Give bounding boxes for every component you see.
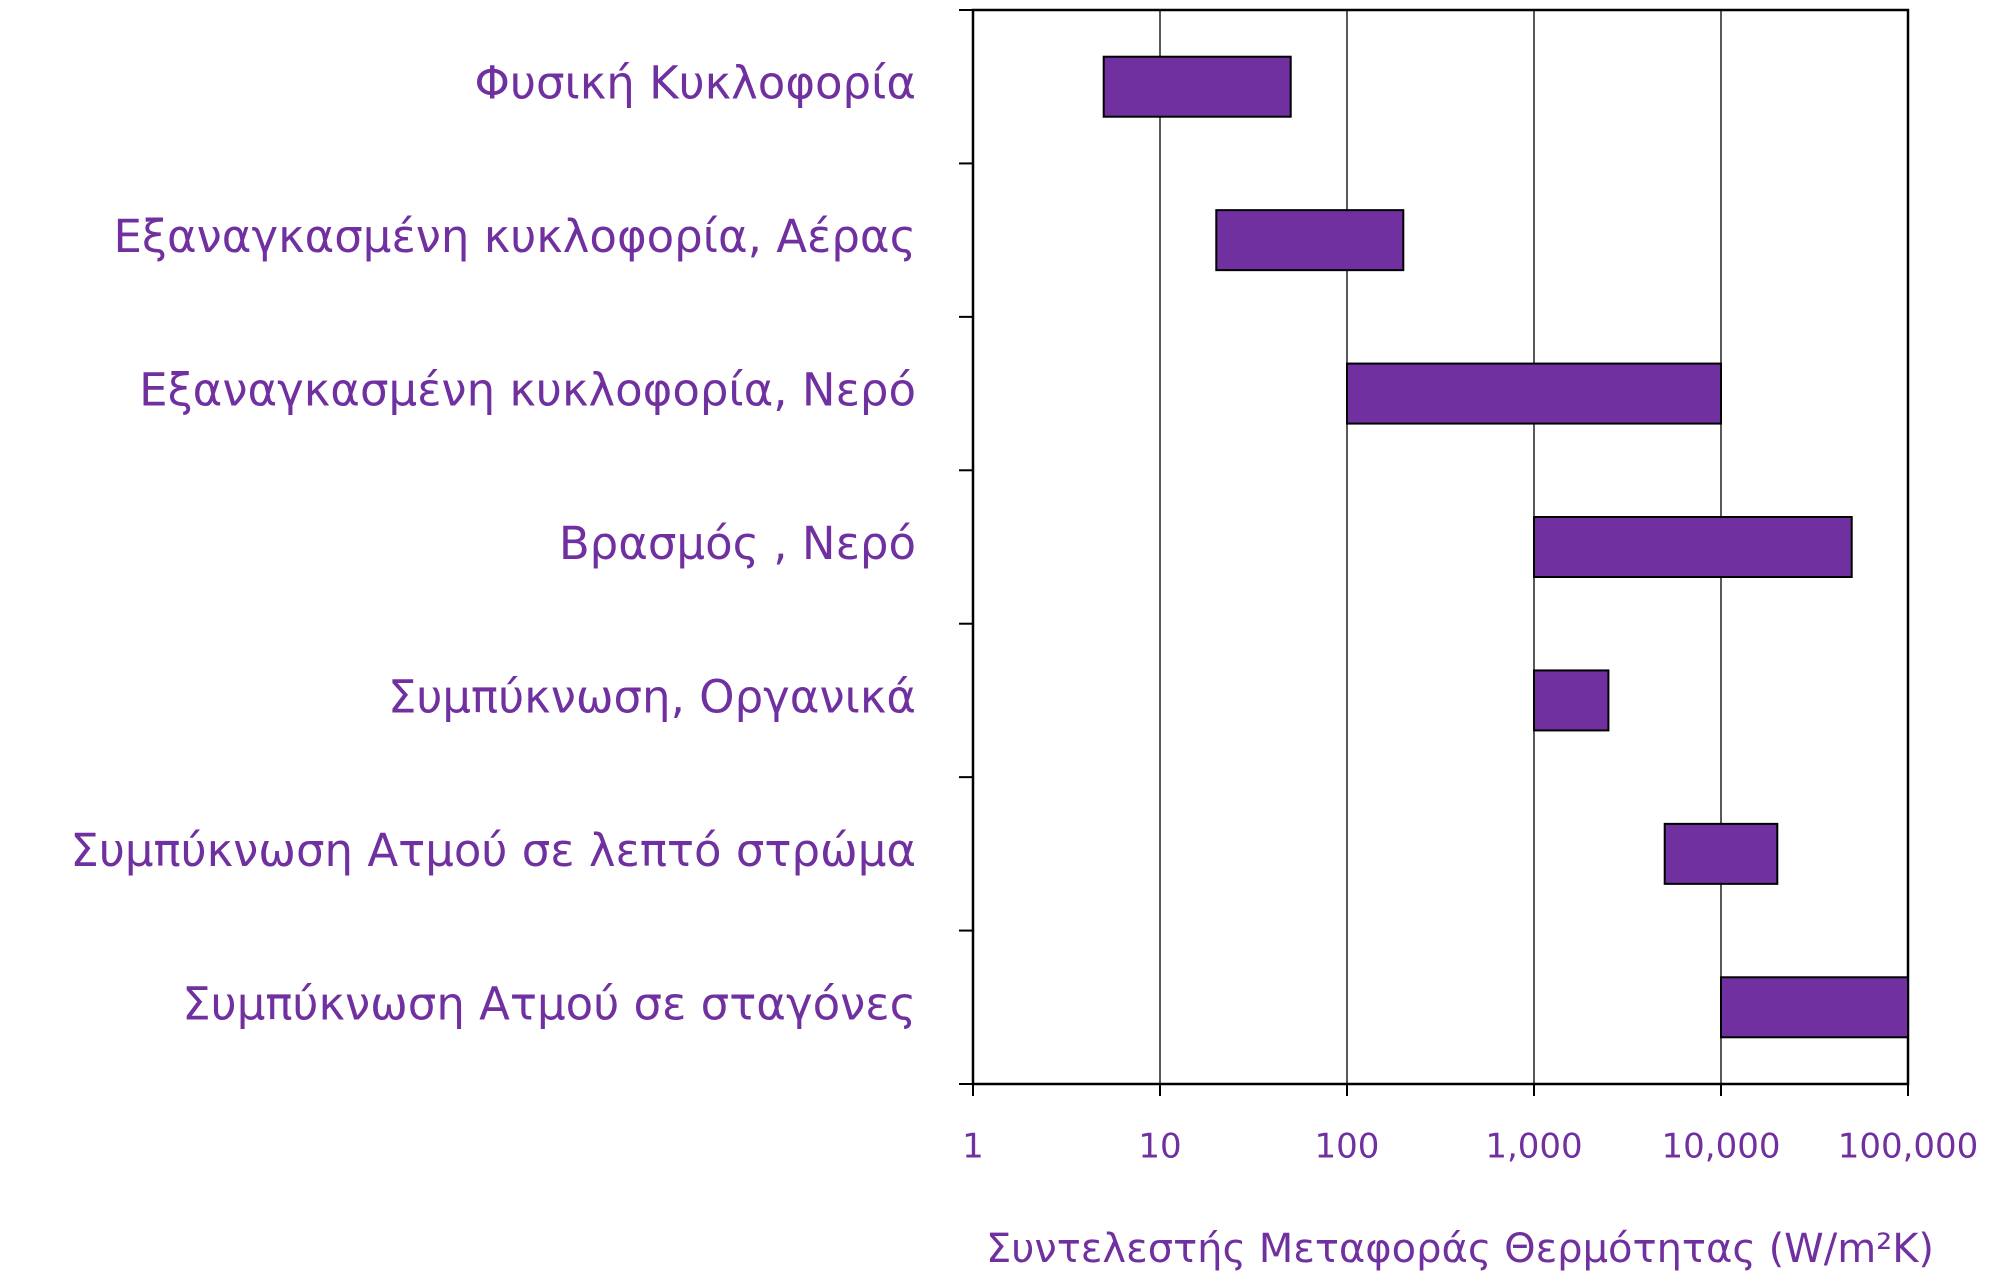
y-tick-label: Συμπύκνωση Ατμού σε σταγόνες: [182, 977, 916, 1030]
x-tick-label: 10: [1138, 1127, 1181, 1167]
bar: [1533, 669, 1610, 732]
bar: [1102, 55, 1292, 118]
x-tick-label: 10,000: [1662, 1127, 1781, 1167]
y-tick-label: Εξαναγκασμένη κυκλοφορία, Νερό: [139, 364, 916, 417]
bar: [1663, 822, 1779, 885]
y-tick-label: Φυσική Κυκλοφορία: [475, 57, 916, 110]
bar: [1533, 516, 1853, 578]
x-tick-label: 100,000: [1838, 1127, 1979, 1167]
x-axis-label: Συντελεστής Μεταφοράς Θερμότητας (W/m²K): [986, 1226, 1934, 1272]
x-tick-label: 100: [1315, 1127, 1380, 1167]
y-tick-label: Εξαναγκασμένη κυκλοφορία, Αέρας: [113, 210, 916, 263]
bar: [1720, 976, 1909, 1039]
bar: [1215, 209, 1405, 272]
x-tick-label: 1: [962, 1127, 984, 1167]
plot-frame: [971, 8, 1910, 1086]
y-tick-label: Συμπύκνωση Ατμού σε λεπτό στρώμα: [70, 824, 916, 877]
bar: [1346, 362, 1722, 425]
x-tick-label: 1,000: [1485, 1127, 1582, 1167]
y-tick-label: Συμπύκνωση, Οργανικά: [388, 670, 916, 723]
y-tick-label: Βρασμός , Νερό: [559, 517, 916, 570]
